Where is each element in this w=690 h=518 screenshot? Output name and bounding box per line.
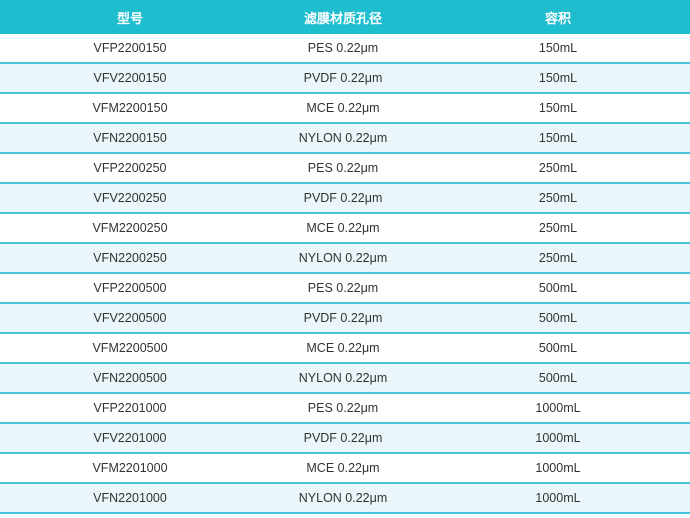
table-row: VFM2200500 MCE 0.22μm 500mL xyxy=(0,333,690,364)
cell-volume: 1000mL xyxy=(426,393,690,424)
table-row: VFN2201000 NYLON 0.22μm 1000mL xyxy=(0,483,690,514)
table-row: VFN2200500 NYLON 0.22μm 500mL xyxy=(0,363,690,394)
cell-model: VFV2200500 xyxy=(0,303,260,334)
cell-membrane: MCE 0.22μm xyxy=(260,213,426,244)
cell-model: VFV2201000 xyxy=(0,423,260,454)
cell-volume: 250mL xyxy=(426,153,690,184)
cell-volume: 150mL xyxy=(426,93,690,124)
cell-volume: 500mL xyxy=(426,273,690,304)
table-row: VFV2200250 PVDF 0.22μm 250mL xyxy=(0,183,690,214)
cell-model: VFM2200250 xyxy=(0,213,260,244)
cell-volume: 500mL xyxy=(426,333,690,364)
cell-model: VFV2200150 xyxy=(0,63,260,94)
table-row: VFM2200150 MCE 0.22μm 150mL xyxy=(0,93,690,124)
table-row: VFN2200250 NYLON 0.22μm 250mL xyxy=(0,243,690,274)
cell-volume: 250mL xyxy=(426,243,690,274)
table-row: VFV2200150 PVDF 0.22μm 150mL xyxy=(0,63,690,94)
cell-volume: 150mL xyxy=(426,123,690,154)
header-volume: 容积 xyxy=(426,0,690,34)
cell-model: VFP2200250 xyxy=(0,153,260,184)
cell-membrane: PES 0.22μm xyxy=(260,153,426,184)
cell-model: VFN2201000 xyxy=(0,483,260,514)
cell-membrane: NYLON 0.22μm xyxy=(260,123,426,154)
cell-membrane: PES 0.22μm xyxy=(260,393,426,424)
header-model: 型号 xyxy=(0,0,260,34)
table-row: VFM2201000 MCE 0.22μm 1000mL xyxy=(0,453,690,484)
cell-model: VFN2200150 xyxy=(0,123,260,154)
cell-volume: 250mL xyxy=(426,183,690,214)
cell-volume: 500mL xyxy=(426,363,690,394)
table-header: 型号 滤膜材质孔径 容积 xyxy=(0,0,690,34)
table-row: VFP2200250 PES 0.22μm 250mL xyxy=(0,153,690,184)
cell-model: VFM2200150 xyxy=(0,93,260,124)
cell-membrane: NYLON 0.22μm xyxy=(260,483,426,514)
table-row: VFM2200250 MCE 0.22μm 250mL xyxy=(0,213,690,244)
cell-model: VFM2200500 xyxy=(0,333,260,364)
cell-membrane: NYLON 0.22μm xyxy=(260,243,426,274)
cell-model: VFN2200250 xyxy=(0,243,260,274)
table-row: VFP2201000 PES 0.22μm 1000mL xyxy=(0,393,690,424)
cell-membrane: PVDF 0.22μm xyxy=(260,423,426,454)
cell-membrane: PES 0.22μm xyxy=(260,34,426,64)
cell-volume: 1000mL xyxy=(426,423,690,454)
cell-volume: 1000mL xyxy=(426,453,690,484)
cell-membrane: MCE 0.22μm xyxy=(260,93,426,124)
cell-membrane: MCE 0.22μm xyxy=(260,333,426,364)
cell-model: VFN2200500 xyxy=(0,363,260,394)
cell-membrane: PVDF 0.22μm xyxy=(260,303,426,334)
cell-membrane: PES 0.22μm xyxy=(260,273,426,304)
cell-membrane: MCE 0.22μm xyxy=(260,453,426,484)
cell-volume: 1000mL xyxy=(426,483,690,514)
cell-volume: 500mL xyxy=(426,303,690,334)
cell-membrane: PVDF 0.22μm xyxy=(260,183,426,214)
table-row: VFN2200150 NYLON 0.22μm 150mL xyxy=(0,123,690,154)
table-row: VFP2200150 PES 0.22μm 150mL xyxy=(0,34,690,64)
cell-volume: 150mL xyxy=(426,34,690,64)
table-row: VFV2201000 PVDF 0.22μm 1000mL xyxy=(0,423,690,454)
cell-model: VFP2200500 xyxy=(0,273,260,304)
cell-model: VFP2200150 xyxy=(0,34,260,64)
cell-model: VFP2201000 xyxy=(0,393,260,424)
table-row: VFP2200500 PES 0.22μm 500mL xyxy=(0,273,690,304)
cell-membrane: NYLON 0.22μm xyxy=(260,363,426,394)
table-body: VFP2200150 PES 0.22μm 150mL VFV2200150 PVDF … xyxy=(0,34,690,514)
cell-model: VFV2200250 xyxy=(0,183,260,214)
cell-membrane: PVDF 0.22μm xyxy=(260,63,426,94)
table-row: VFV2200500 PVDF 0.22μm 500mL xyxy=(0,303,690,334)
cell-volume: 150mL xyxy=(426,63,690,94)
header-membrane: 滤膜材质孔径 xyxy=(260,0,426,34)
cell-model: VFM2201000 xyxy=(0,453,260,484)
cell-volume: 250mL xyxy=(426,213,690,244)
